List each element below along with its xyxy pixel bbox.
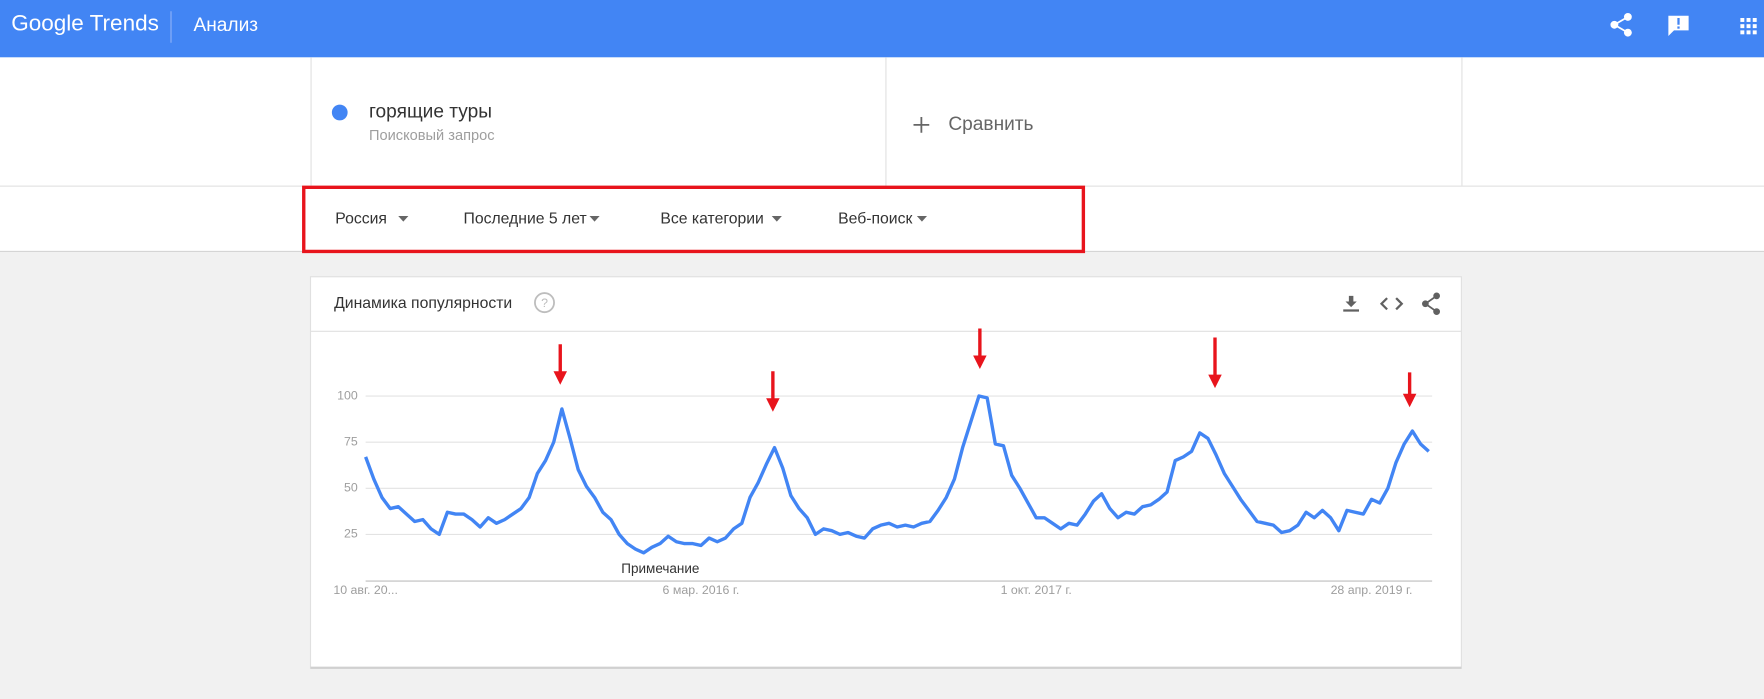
annotation: Примечание bbox=[621, 561, 699, 576]
share-icon[interactable] bbox=[1422, 292, 1440, 316]
filter[interactable]: Веб-поиск bbox=[838, 211, 912, 228]
x-tick-label: 28 апр. 2019 г. bbox=[1331, 583, 1413, 597]
apps-icon[interactable] bbox=[1740, 18, 1757, 35]
search-term[interactable]: горящие туры bbox=[369, 102, 492, 123]
y-tick-label: 75 bbox=[344, 434, 358, 448]
dropdown-arrow bbox=[771, 216, 782, 222]
filter[interactable]: Все категории bbox=[660, 211, 763, 228]
logo[interactable]: Google Trends bbox=[11, 11, 159, 36]
y-tick-label: 50 bbox=[344, 481, 358, 495]
top-bar bbox=[0, 0, 1764, 58]
chart-card bbox=[309, 276, 1462, 669]
arrows bbox=[553, 328, 1417, 412]
embed-icon[interactable] bbox=[1379, 297, 1404, 311]
feedback-icon[interactable] bbox=[1668, 15, 1689, 36]
x-tick-label: 10 авг. 20... bbox=[333, 583, 398, 597]
x-tick-label: 1 окт. 2017 г. bbox=[1001, 583, 1072, 597]
term-dot bbox=[331, 104, 348, 121]
plot: 25 50 75 100 10 авг. 20... 6 мар. 2016 г. 1 ок… bbox=[333, 388, 1433, 597]
dropdown-arrow bbox=[398, 216, 409, 222]
highlight-box bbox=[302, 185, 1086, 254]
trend-line bbox=[364, 394, 1430, 555]
search-band bbox=[0, 57, 1764, 186]
chart-title: Динамика популярности bbox=[334, 295, 512, 312]
filter[interactable]: Последние 5 лет bbox=[464, 211, 587, 228]
y-tick-label: 100 bbox=[337, 388, 358, 402]
filter-band bbox=[0, 186, 1764, 251]
download-icon[interactable] bbox=[1343, 295, 1359, 312]
help-icon[interactable]: ? bbox=[534, 292, 555, 314]
compare-button[interactable]: Сравнить bbox=[948, 114, 1033, 135]
term-type: Поисковый запрос bbox=[369, 128, 495, 144]
share-icon[interactable] bbox=[1610, 12, 1632, 37]
section-title: Анализ bbox=[194, 15, 259, 36]
plus-icon bbox=[913, 117, 930, 133]
dropdown-arrow bbox=[916, 216, 927, 222]
svg-text:?: ? bbox=[541, 296, 548, 310]
dropdown-arrow bbox=[589, 216, 600, 222]
filter[interactable]: Россия bbox=[335, 211, 387, 228]
x-tick-label: 6 мар. 2016 г. bbox=[663, 583, 740, 597]
y-tick-label: 25 bbox=[344, 527, 358, 541]
